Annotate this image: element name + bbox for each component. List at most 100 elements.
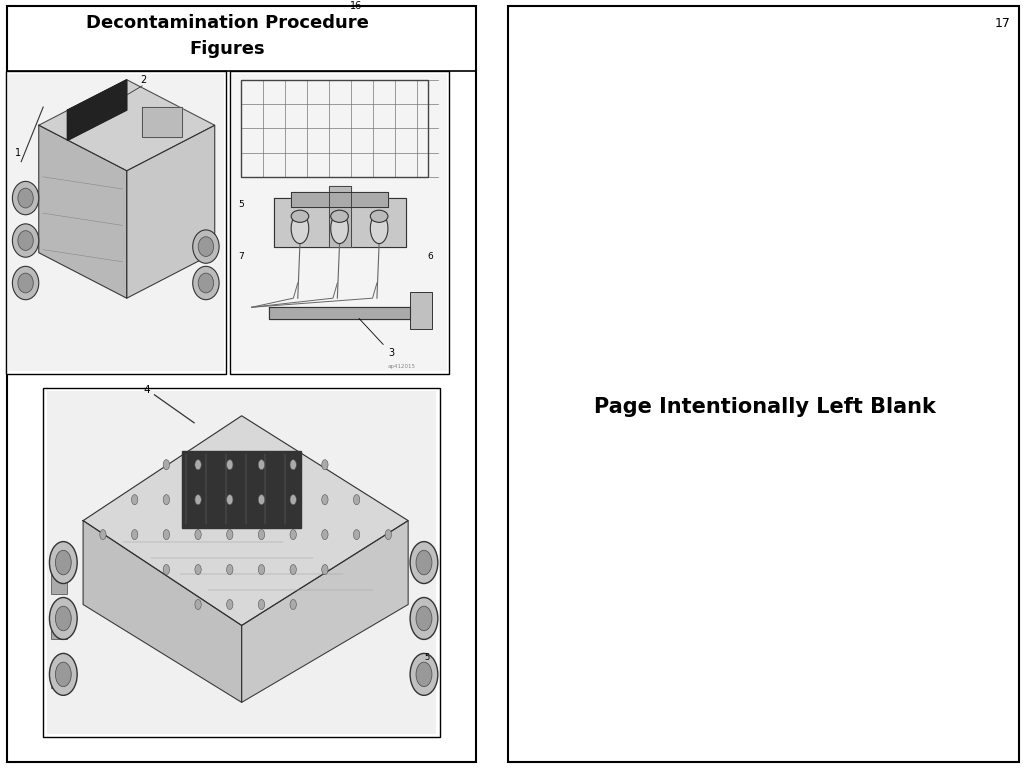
- Text: Decontamination Procedure: Decontamination Procedure: [86, 14, 369, 31]
- Ellipse shape: [416, 551, 432, 574]
- Text: 7: 7: [239, 252, 244, 261]
- Bar: [51, 573, 68, 594]
- Circle shape: [131, 495, 138, 505]
- Text: Page Intentionally Left Blank: Page Intentionally Left Blank: [594, 397, 935, 417]
- Ellipse shape: [371, 210, 388, 222]
- Ellipse shape: [17, 188, 34, 208]
- Circle shape: [226, 564, 232, 574]
- Circle shape: [195, 460, 202, 470]
- Circle shape: [322, 530, 328, 540]
- Ellipse shape: [55, 662, 72, 687]
- Circle shape: [195, 564, 202, 574]
- Circle shape: [353, 495, 359, 505]
- Circle shape: [195, 495, 202, 505]
- Bar: [6, 71, 225, 374]
- Text: 5: 5: [424, 654, 429, 663]
- Circle shape: [322, 460, 328, 470]
- Polygon shape: [83, 415, 409, 625]
- Circle shape: [290, 564, 296, 574]
- Ellipse shape: [410, 654, 438, 695]
- Circle shape: [163, 564, 170, 574]
- Polygon shape: [291, 192, 388, 207]
- Text: 17: 17: [994, 17, 1011, 30]
- Ellipse shape: [410, 598, 438, 640]
- Polygon shape: [142, 107, 181, 137]
- Circle shape: [290, 600, 296, 610]
- Circle shape: [226, 600, 232, 610]
- Polygon shape: [39, 80, 215, 170]
- Polygon shape: [182, 451, 301, 528]
- Bar: [410, 292, 432, 329]
- Polygon shape: [68, 80, 127, 141]
- Text: 1: 1: [14, 147, 20, 157]
- Polygon shape: [39, 125, 127, 298]
- Circle shape: [290, 495, 296, 505]
- Ellipse shape: [17, 273, 34, 293]
- Polygon shape: [242, 521, 409, 702]
- Bar: [241, 80, 427, 177]
- Circle shape: [258, 600, 264, 610]
- Text: 16: 16: [350, 1, 362, 11]
- Bar: [51, 667, 68, 688]
- Circle shape: [195, 530, 202, 540]
- Ellipse shape: [12, 223, 39, 257]
- Ellipse shape: [291, 210, 309, 222]
- Circle shape: [131, 530, 138, 540]
- Text: 5: 5: [239, 200, 244, 209]
- Ellipse shape: [17, 230, 34, 250]
- Circle shape: [290, 460, 296, 470]
- Circle shape: [226, 530, 232, 540]
- Ellipse shape: [199, 237, 214, 257]
- Circle shape: [258, 564, 264, 574]
- Ellipse shape: [331, 214, 348, 243]
- Ellipse shape: [12, 181, 39, 215]
- Ellipse shape: [193, 266, 219, 300]
- Text: 3: 3: [359, 319, 394, 358]
- Ellipse shape: [49, 598, 77, 640]
- Ellipse shape: [49, 654, 77, 695]
- Bar: [51, 618, 68, 640]
- Circle shape: [226, 460, 232, 470]
- Text: ap412015: ap412015: [388, 364, 416, 369]
- Bar: [229, 71, 450, 374]
- Polygon shape: [269, 307, 410, 319]
- Polygon shape: [329, 186, 350, 247]
- Ellipse shape: [199, 273, 214, 293]
- Circle shape: [163, 495, 170, 505]
- Ellipse shape: [12, 266, 39, 300]
- Circle shape: [258, 495, 264, 505]
- Ellipse shape: [55, 551, 72, 574]
- Circle shape: [322, 495, 328, 505]
- Circle shape: [163, 530, 170, 540]
- Polygon shape: [273, 198, 406, 247]
- Bar: [231, 74, 447, 371]
- Ellipse shape: [371, 214, 388, 243]
- Circle shape: [226, 495, 232, 505]
- Ellipse shape: [291, 214, 309, 243]
- Ellipse shape: [49, 541, 77, 584]
- Circle shape: [195, 600, 202, 610]
- Circle shape: [99, 530, 106, 540]
- Polygon shape: [83, 521, 242, 702]
- Ellipse shape: [410, 541, 438, 584]
- Circle shape: [353, 530, 359, 540]
- Circle shape: [163, 460, 170, 470]
- Circle shape: [290, 530, 296, 540]
- Polygon shape: [127, 125, 215, 298]
- Ellipse shape: [193, 230, 219, 263]
- Circle shape: [258, 530, 264, 540]
- Circle shape: [385, 530, 391, 540]
- Ellipse shape: [55, 606, 72, 631]
- Ellipse shape: [331, 210, 348, 222]
- Bar: [47, 392, 436, 733]
- Circle shape: [258, 460, 264, 470]
- Text: 2: 2: [140, 74, 146, 84]
- Bar: [43, 388, 440, 737]
- Circle shape: [322, 564, 328, 574]
- Text: 4: 4: [143, 385, 150, 395]
- Ellipse shape: [416, 662, 432, 687]
- Text: 6: 6: [427, 252, 433, 261]
- Text: Figures: Figures: [189, 41, 265, 58]
- Ellipse shape: [416, 606, 432, 631]
- Bar: [8, 74, 223, 371]
